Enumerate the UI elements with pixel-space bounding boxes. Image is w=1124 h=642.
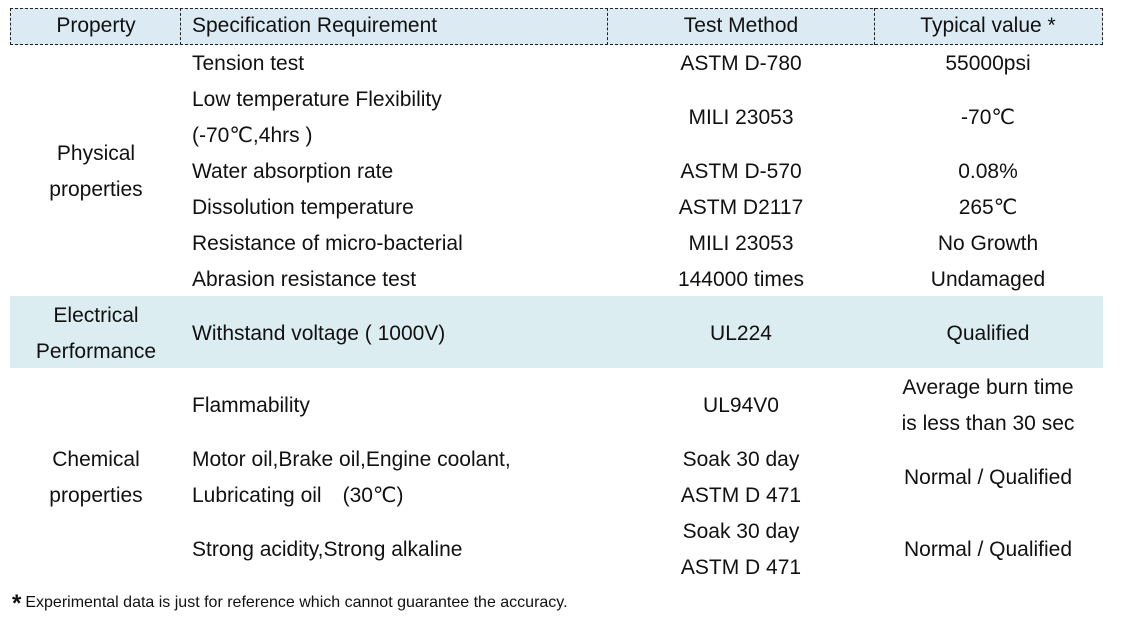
header-divider [180, 8, 181, 45]
spec-cell: Tension test [192, 52, 305, 75]
header-divider [874, 8, 875, 45]
method-cell: MILI 23053 [688, 232, 794, 255]
group-cell: Physical properties [49, 142, 143, 201]
spec-cell: Low temperature Flexibility (-70℃,4hrs ) [192, 88, 442, 147]
footnote: * Experimental data is just for reference… [12, 590, 568, 618]
group-cell: Chemical properties [49, 448, 143, 507]
method-cell: ASTM D2117 [678, 196, 804, 219]
spec-cell: Dissolution temperature [192, 196, 414, 219]
value-cell: Undamaged [930, 268, 1046, 291]
method-cell: ASTM D-570 [680, 160, 802, 183]
value-cell: Qualified [946, 322, 1030, 345]
spec-cell: Abrasion resistance test [192, 268, 417, 291]
method-cell: MILI 23053 [688, 106, 794, 129]
spec-cell: Flammability [192, 394, 310, 417]
header-cell: Typical value * [920, 14, 1056, 37]
value-cell: Average burn time is less than 30 sec [901, 376, 1075, 435]
header-cell: Test Method [683, 14, 799, 37]
spec-cell: Withstand voltage ( 1000V) [192, 322, 446, 345]
footnote-text: Experimental data is just for reference … [25, 594, 568, 611]
header-cell: Specification Requirement [192, 14, 438, 37]
footnote-mark: * [12, 590, 22, 617]
value-cell: 0.08% [958, 160, 1018, 183]
spec-cell: Water absorption rate [192, 160, 394, 183]
row-highlight [10, 296, 1103, 368]
value-cell: 265℃ [958, 196, 1018, 219]
value-cell: No Growth [937, 232, 1039, 255]
spec-cell: Resistance of micro-bacterial [192, 232, 463, 255]
method-cell: ASTM D-780 [680, 52, 802, 75]
value-cell: Normal / Qualified [903, 538, 1073, 561]
value-cell: -70℃ [961, 106, 1015, 129]
spec-cell: Motor oil,Brake oil,Engine coolant, Lubr… [192, 448, 511, 507]
method-cell: UL224 [710, 322, 772, 345]
method-cell: 144000 times [677, 268, 805, 291]
method-cell: Soak 30 day ASTM D 471 [680, 520, 802, 579]
group-cell: Electrical Performance [35, 304, 157, 363]
header-divider [607, 8, 608, 45]
header-cell: Property [56, 14, 136, 37]
value-cell: 55000psi [945, 52, 1031, 75]
method-cell: UL94V0 [703, 394, 779, 417]
value-cell: Normal / Qualified [903, 466, 1073, 489]
header-row [10, 8, 1103, 45]
method-cell: Soak 30 day ASTM D 471 [680, 448, 802, 507]
spec-cell: Strong acidity,Strong alkaline [192, 538, 463, 561]
